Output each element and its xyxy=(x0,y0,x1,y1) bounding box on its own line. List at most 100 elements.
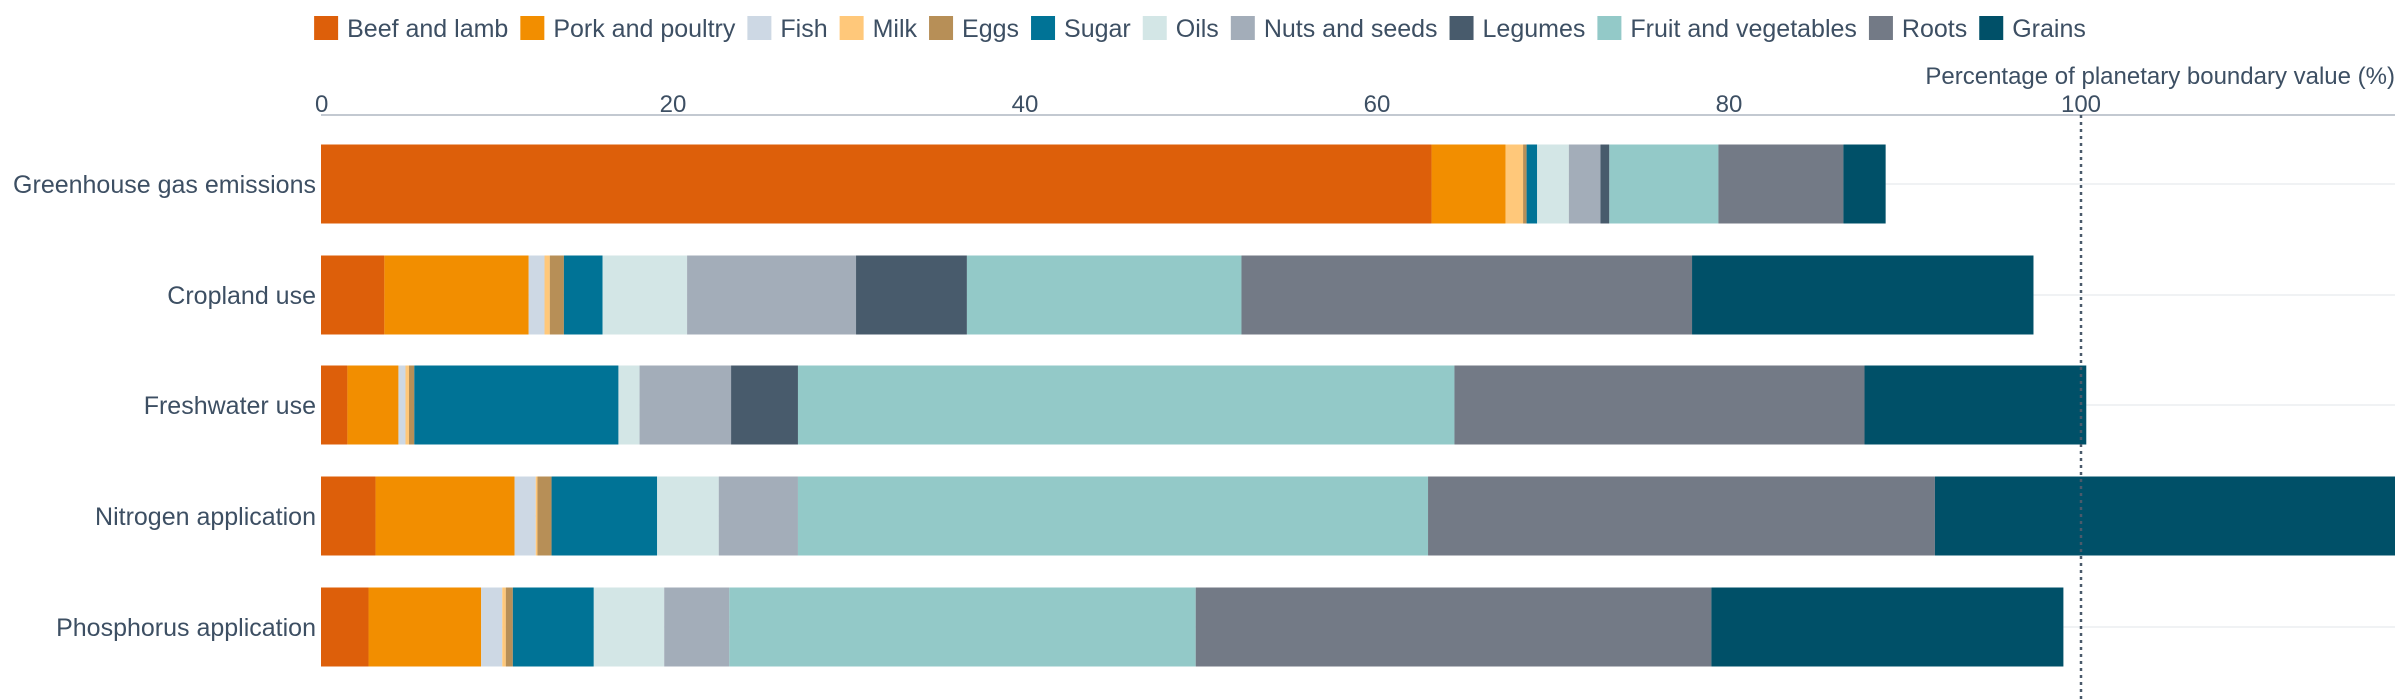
legend-swatch xyxy=(747,16,772,40)
x-tick-label: 20 xyxy=(660,91,687,118)
legend-label: Milk xyxy=(873,15,918,43)
bar-segment-sugar[interactable] xyxy=(551,476,658,556)
legend-item-milk[interactable]: Milk xyxy=(839,15,918,43)
bar-segment-pork-and-poultry[interactable] xyxy=(384,255,529,335)
bar-row-freshwater-use xyxy=(321,365,2087,445)
bar-segment-roots[interactable] xyxy=(1428,476,1935,556)
bar-segment-fish[interactable] xyxy=(528,255,545,335)
bar-segment-fruit-and-vegetables[interactable] xyxy=(729,587,1196,667)
bar-segment-pork-and-poultry[interactable] xyxy=(368,587,482,667)
category-label: Nitrogen application xyxy=(95,503,316,531)
bar-row-nitrogen-application xyxy=(321,476,2395,556)
bar-segment-eggs[interactable] xyxy=(1523,144,1527,224)
bar-segment-eggs[interactable] xyxy=(537,476,552,556)
legend-swatch xyxy=(1597,16,1622,40)
bar-segment-nuts-and-seeds[interactable] xyxy=(664,587,730,667)
legend-item-sugar[interactable]: Sugar xyxy=(1031,15,1131,43)
bar-segment-milk[interactable] xyxy=(1505,144,1524,224)
bar-segment-nuts-and-seeds[interactable] xyxy=(1568,144,1601,224)
x-tick-label: 40 xyxy=(1012,91,1039,118)
bar-segment-fish[interactable] xyxy=(514,476,536,556)
bar-segment-legumes[interactable] xyxy=(731,365,798,445)
bar-segment-pork-and-poultry[interactable] xyxy=(347,365,399,445)
category-labels: Greenhouse gas emissions Cropland use Fres… xyxy=(13,171,316,642)
bar-segment-legumes[interactable] xyxy=(856,255,967,335)
bar-row-cropland-use xyxy=(321,255,2034,335)
legend-label: Grains xyxy=(2012,15,2086,43)
legend-item-oils[interactable]: Oils xyxy=(1142,15,1219,43)
bar-segment-milk[interactable] xyxy=(405,365,409,445)
bar-segment-beef-and-lamb[interactable] xyxy=(321,255,385,335)
bar-segment-legumes[interactable] xyxy=(1600,144,1610,224)
bar-segment-fruit-and-vegetables[interactable] xyxy=(1609,144,1719,224)
bar-segment-eggs[interactable] xyxy=(505,587,513,667)
bar-segment-nuts-and-seeds[interactable] xyxy=(718,476,798,556)
bar-segment-roots[interactable] xyxy=(1718,144,1844,224)
legend-item-fruit-and-vegetables[interactable]: Fruit and vegetables xyxy=(1597,15,1857,43)
legend-swatch xyxy=(1142,16,1167,40)
bar-segment-grains[interactable] xyxy=(1864,365,2087,445)
bar-segment-roots[interactable] xyxy=(1454,365,1865,445)
bar-segment-milk[interactable] xyxy=(535,476,538,556)
legend-item-nuts-and-seeds[interactable]: Nuts and seeds xyxy=(1230,15,1438,43)
bar-segment-nuts-and-seeds[interactable] xyxy=(687,255,857,335)
bar-segment-oils[interactable] xyxy=(602,255,688,335)
legend-label: Sugar xyxy=(1064,15,1131,43)
bar-segment-fish[interactable] xyxy=(398,365,406,445)
legend-swatch xyxy=(1230,16,1255,40)
bar-segment-fruit-and-vegetables[interactable] xyxy=(797,365,1455,445)
bar-segment-beef-and-lamb[interactable] xyxy=(321,365,348,445)
legend-item-beef-and-lamb[interactable]: Beef and lamb xyxy=(314,15,508,43)
legend-label: Fish xyxy=(780,15,827,43)
legend-item-eggs[interactable]: Eggs xyxy=(929,15,1019,43)
bar-segment-milk[interactable] xyxy=(544,255,550,335)
legend-item-fish[interactable]: Fish xyxy=(747,15,828,43)
bar-segment-sugar[interactable] xyxy=(512,587,594,667)
legend-swatch xyxy=(1868,16,1893,40)
legend-swatch xyxy=(1979,16,2004,40)
bar-segment-sugar[interactable] xyxy=(1526,144,1538,224)
legend-label: Oils xyxy=(1176,15,1219,43)
bar-segment-oils[interactable] xyxy=(1537,144,1569,224)
bar-segment-pork-and-poultry[interactable] xyxy=(375,476,515,556)
bar-segment-eggs[interactable] xyxy=(409,365,415,445)
bar-segment-oils[interactable] xyxy=(593,587,665,667)
legend-label: Nuts and seeds xyxy=(1264,15,1438,43)
bar-segment-oils[interactable] xyxy=(657,476,719,556)
bar-segment-sugar[interactable] xyxy=(563,255,603,335)
bar-segment-grains[interactable] xyxy=(1934,476,2395,556)
legend: Beef and lamb Pork and poultry Fish Milk Egg… xyxy=(314,15,2086,43)
bar-segment-grains[interactable] xyxy=(1711,587,2064,667)
category-label: Greenhouse gas emissions xyxy=(13,171,316,199)
bars xyxy=(321,144,2395,667)
bar-segment-pork-and-poultry[interactable] xyxy=(1431,144,1506,224)
legend-item-pork-and-poultry[interactable]: Pork and poultry xyxy=(520,15,736,43)
legend-label: Legumes xyxy=(1483,15,1586,43)
bar-segment-fruit-and-vegetables[interactable] xyxy=(797,476,1429,556)
legend-swatch xyxy=(314,16,339,40)
bar-segment-grains[interactable] xyxy=(1843,144,1886,224)
bar-segment-milk[interactable] xyxy=(502,587,506,667)
legend-item-legumes[interactable]: Legumes xyxy=(1449,15,1586,43)
bar-segment-nuts-and-seeds[interactable] xyxy=(639,365,732,445)
legend-label: Roots xyxy=(1902,15,1967,43)
bar-segment-fruit-and-vegetables[interactable] xyxy=(966,255,1242,335)
bar-segment-beef-and-lamb[interactable] xyxy=(321,144,1432,224)
legend-label: Pork and poultry xyxy=(553,15,736,43)
bar-segment-grains[interactable] xyxy=(1692,255,2034,335)
legend-item-grains[interactable]: Grains xyxy=(1979,15,2086,43)
bar-segment-roots[interactable] xyxy=(1195,587,1712,667)
legend-label: Beef and lamb xyxy=(347,15,508,43)
legend-item-roots[interactable]: Roots xyxy=(1868,15,1967,43)
bar-segment-sugar[interactable] xyxy=(414,365,619,445)
bar-segment-beef-and-lamb[interactable] xyxy=(321,587,369,667)
bar-segment-eggs[interactable] xyxy=(549,255,564,335)
legend-swatch xyxy=(1449,16,1474,40)
bar-segment-beef-and-lamb[interactable] xyxy=(321,476,376,556)
bar-segment-roots[interactable] xyxy=(1241,255,1693,335)
bar-segment-oils[interactable] xyxy=(618,365,640,445)
category-label: Phosphorus application xyxy=(56,614,316,642)
bar-segment-fish[interactable] xyxy=(481,587,503,667)
